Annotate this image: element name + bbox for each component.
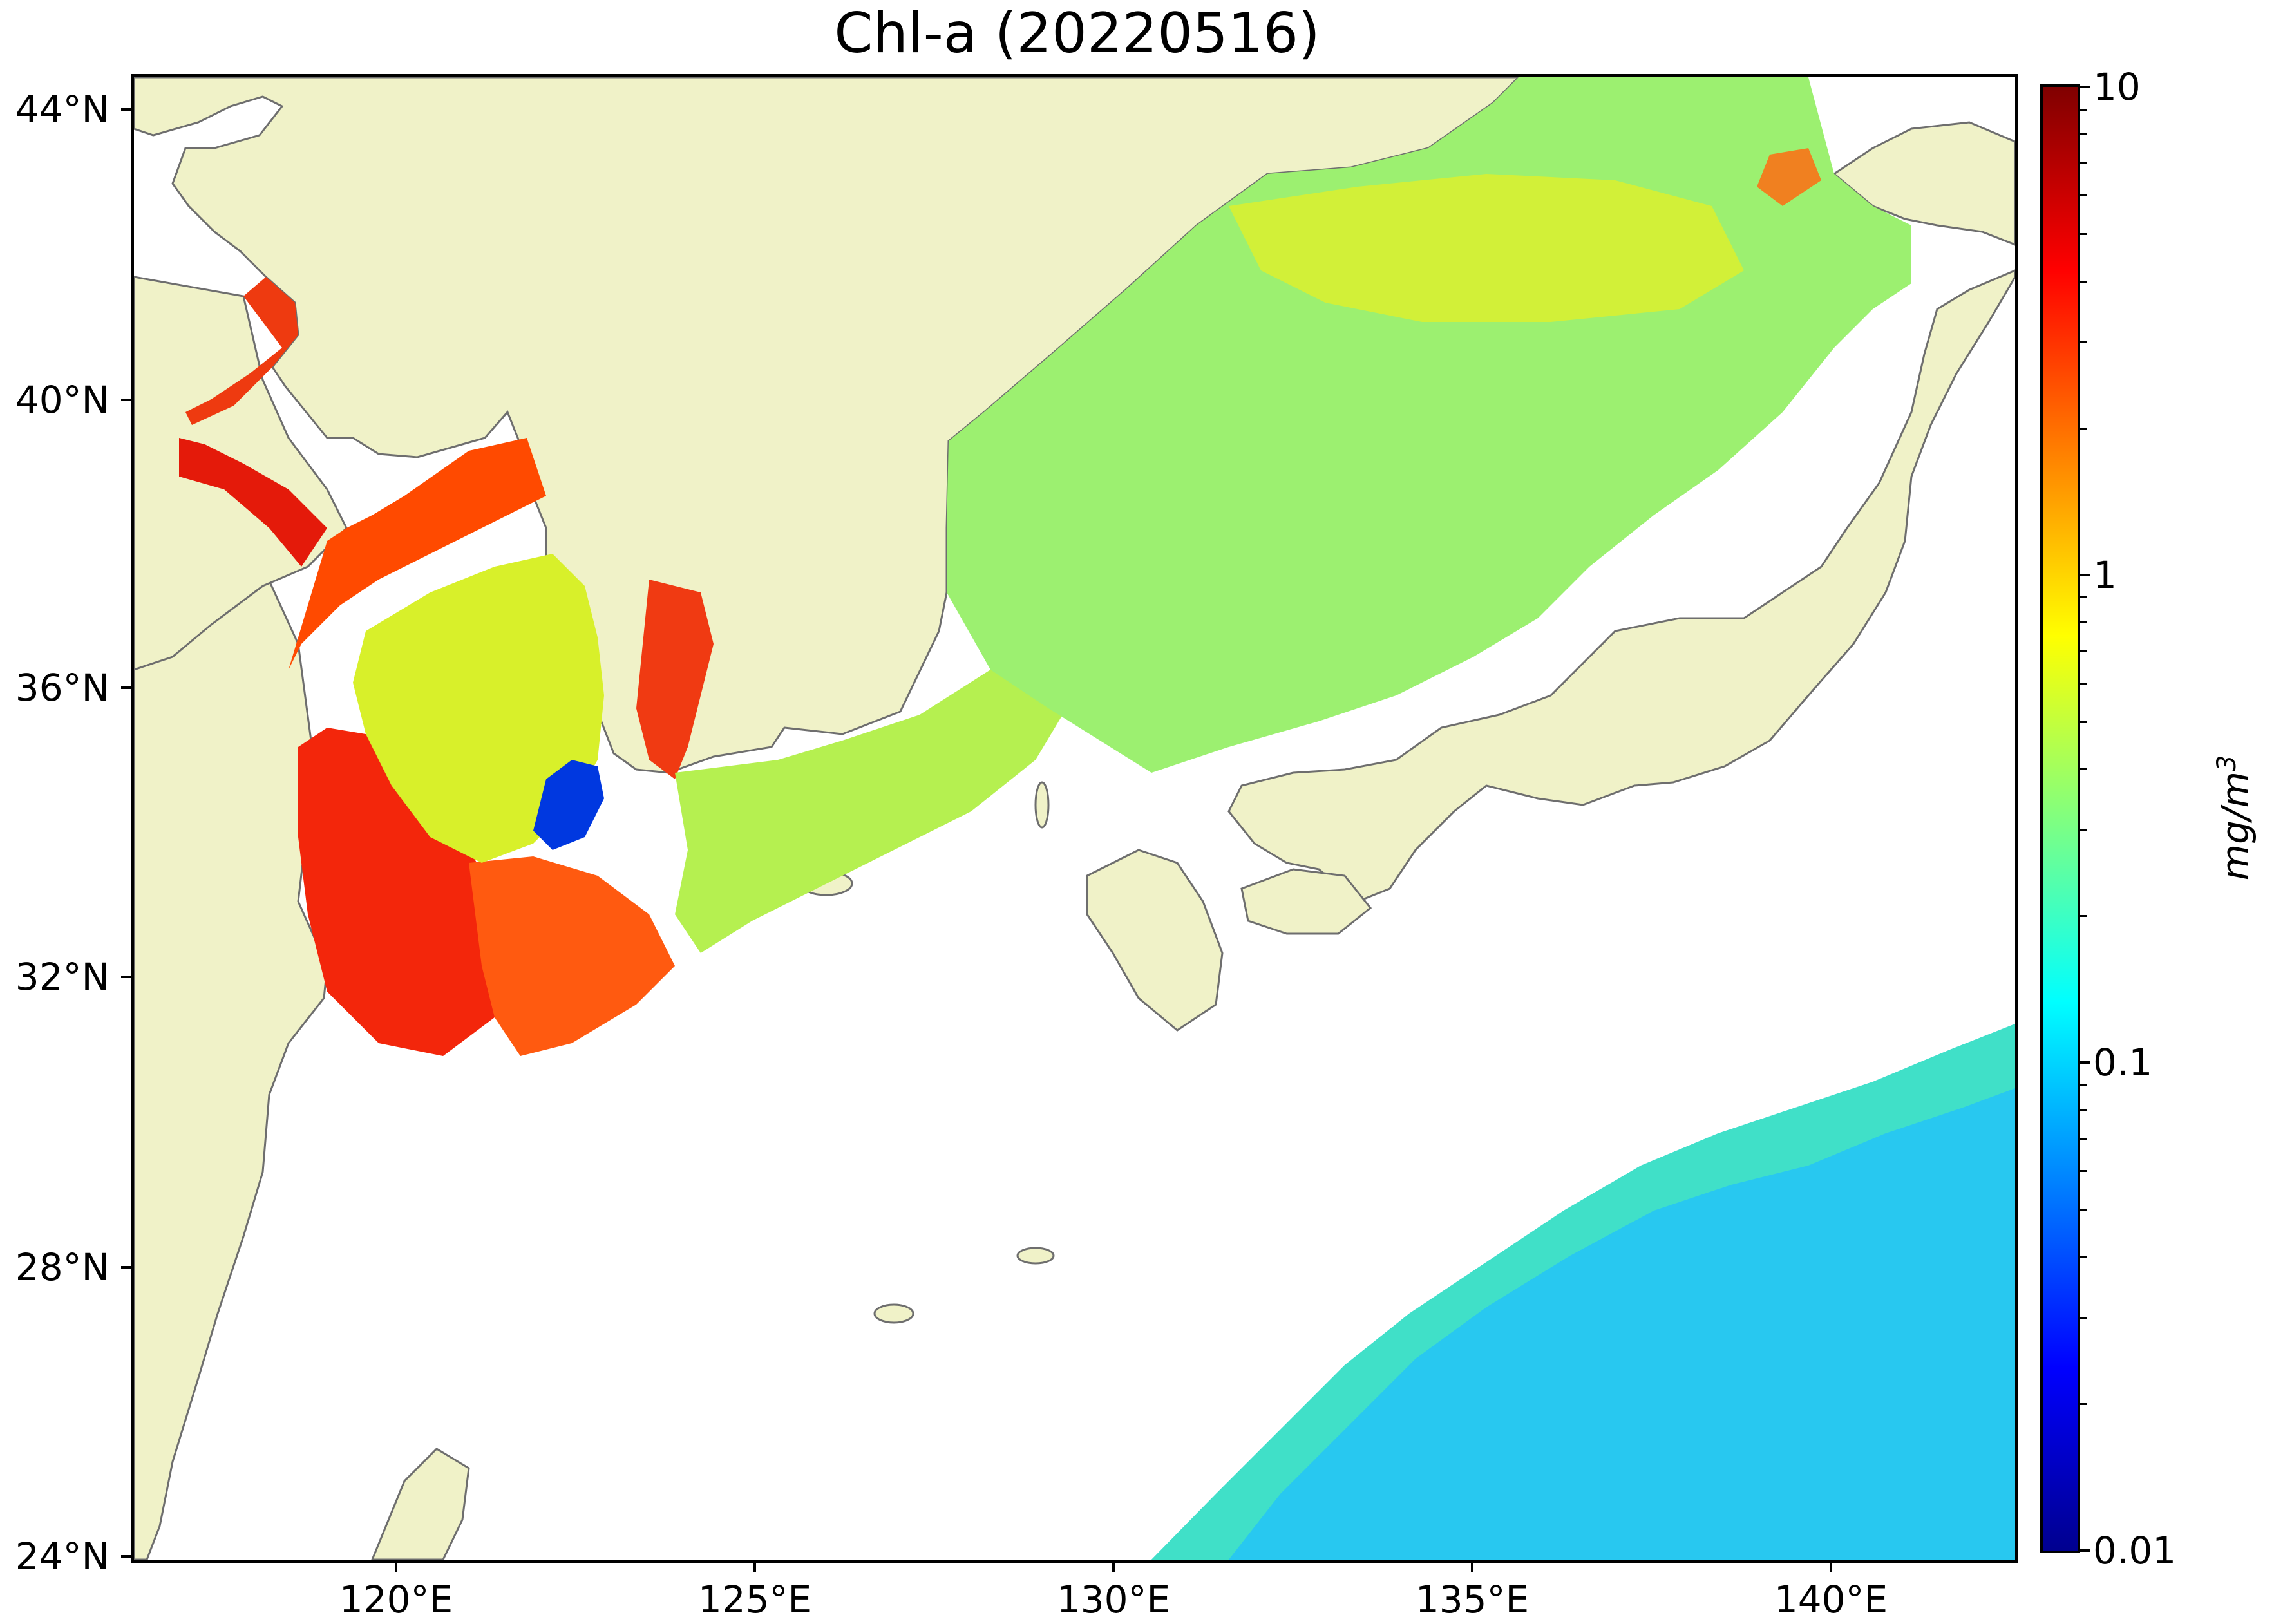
colorbar-unit: mg/m3 xyxy=(2212,755,2257,881)
lon-tick xyxy=(753,1563,756,1572)
lon-label-125: 125°E xyxy=(697,1578,812,1621)
colorbar-minor-tick xyxy=(2080,162,2087,164)
colorbar-minor-tick xyxy=(2080,721,2087,723)
lat-label-36: 36°N xyxy=(15,666,109,710)
lon-label-135: 135°E xyxy=(1415,1578,1530,1621)
colorbar-tick xyxy=(2080,574,2090,576)
colorbar-minor-tick xyxy=(2080,650,2087,652)
colorbar-tick xyxy=(2080,1549,2090,1552)
colorbar-minor-tick xyxy=(2080,133,2087,136)
colorbar-minor-tick xyxy=(2080,1317,2087,1319)
chl-korea-west-coast xyxy=(636,580,714,779)
lat-label-28: 28°N xyxy=(15,1245,109,1289)
land-taiwan xyxy=(371,1448,470,1560)
lon-label-120: 120°E xyxy=(339,1578,453,1621)
chl-east-china-sea xyxy=(675,644,1074,953)
lat-tick xyxy=(121,1555,131,1558)
colorbar-minor-tick xyxy=(2080,1109,2087,1111)
lat-label-40: 40°N xyxy=(15,378,109,422)
colorbar-minor-tick xyxy=(2080,194,2087,197)
lon-label-130: 130°E xyxy=(1056,1578,1171,1621)
colorbar-minor-tick xyxy=(2080,427,2087,430)
colorbar-minor-tick xyxy=(2080,768,2087,771)
land-japan-kyushu xyxy=(1086,849,1224,1032)
unit-text: mg/m xyxy=(2213,771,2258,881)
lat-label-32: 32°N xyxy=(15,955,109,999)
chl-east-sea-front xyxy=(1757,148,1821,206)
lon-tick xyxy=(1112,1563,1115,1572)
colorbar-label-0.01: 0.01 xyxy=(2093,1529,2177,1572)
colorbar-minor-tick xyxy=(2080,621,2087,624)
land-japan-honshu xyxy=(1227,269,2015,903)
colorbar-label-0.1: 0.1 xyxy=(2093,1041,2153,1084)
colorbar xyxy=(2040,84,2080,1553)
colorbar-minor-tick xyxy=(2080,1137,2087,1140)
lon-label-140: 140°E xyxy=(1774,1578,1888,1621)
lon-tick xyxy=(1830,1563,1832,1572)
colorbar-minor-tick xyxy=(2080,915,2087,918)
chl-pacific-edge xyxy=(1151,1024,2015,1560)
colorbar-minor-tick xyxy=(2080,1084,2087,1086)
colorbar-minor-tick xyxy=(2080,1170,2087,1173)
lat-label-44: 44°N xyxy=(15,88,109,131)
island-tsushima xyxy=(1034,781,1050,829)
chl-yellow-sea-west xyxy=(289,438,546,670)
colorbar-minor-tick xyxy=(2080,280,2087,283)
land-china-south xyxy=(134,410,328,1560)
chl-bohai-core xyxy=(179,438,327,567)
chl-yellow-sea-center xyxy=(353,554,604,863)
land-japan-shikoku xyxy=(1240,868,1372,935)
lat-tick xyxy=(121,108,131,111)
colorbar-tick xyxy=(2080,1061,2090,1064)
chlorophyll-map xyxy=(131,74,2018,1563)
chl-changjiang xyxy=(469,856,675,1056)
colorbar-tick xyxy=(2080,86,2090,88)
unit-superscript: 3 xyxy=(2212,755,2242,772)
colorbar-label-10: 10 xyxy=(2093,65,2141,109)
colorbar-minor-tick xyxy=(2080,596,2087,599)
island-okinawa xyxy=(873,1303,914,1324)
lat-tick xyxy=(121,399,131,401)
chl-yellow-sea-low xyxy=(533,760,604,850)
lon-tick xyxy=(1471,1563,1473,1572)
lat-label-24: 24°N xyxy=(15,1534,109,1578)
chl-east-sea-yellow xyxy=(1229,174,1744,322)
colorbar-minor-tick xyxy=(2080,108,2087,111)
lat-tick xyxy=(121,686,131,689)
colorbar-minor-tick xyxy=(2080,1209,2087,1211)
chl-bohai xyxy=(185,277,298,425)
lat-tick xyxy=(121,976,131,978)
colorbar-minor-tick xyxy=(2080,682,2087,685)
map-title: Chl-a (20220516) xyxy=(834,1,1320,66)
colorbar-label-1: 1 xyxy=(2093,553,2117,597)
colorbar-minor-tick xyxy=(2080,829,2087,831)
map-canvas xyxy=(134,77,2015,1560)
chl-yellow-sea-south xyxy=(298,728,520,1056)
colorbar-minor-tick xyxy=(2080,233,2087,236)
colorbar-minor-tick xyxy=(2080,1256,2087,1258)
colorbar-minor-tick xyxy=(2080,341,2087,344)
lon-tick xyxy=(395,1563,397,1572)
lat-tick xyxy=(121,1266,131,1269)
island-amami xyxy=(1016,1247,1055,1265)
colorbar-minor-tick xyxy=(2080,1402,2087,1405)
land-japan-hokkaido xyxy=(1832,121,2015,246)
